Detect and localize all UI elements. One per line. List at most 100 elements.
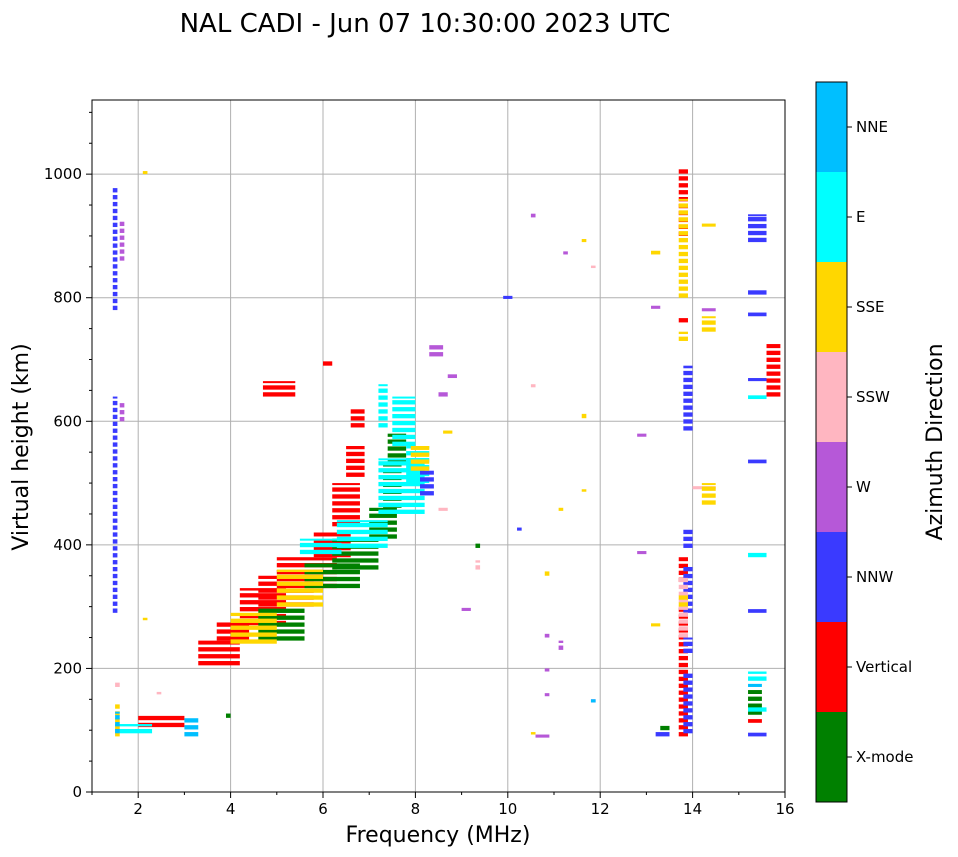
- data-point: [475, 543, 481, 548]
- data-point: [276, 574, 323, 579]
- data-point: [544, 693, 550, 697]
- data-point: [558, 640, 564, 643]
- data-point: [678, 293, 688, 298]
- series-ssw: [115, 265, 716, 695]
- data-point: [678, 563, 688, 569]
- data-point: [323, 361, 333, 366]
- data-point: [350, 423, 365, 428]
- data-point: [683, 529, 693, 535]
- data-point: [392, 441, 416, 446]
- series-nnw: [112, 188, 767, 737]
- data-point: [683, 637, 693, 640]
- data-point: [112, 195, 118, 200]
- data-point: [258, 622, 305, 627]
- data-point: [683, 608, 693, 613]
- data-point: [112, 421, 118, 426]
- data-point: [701, 500, 716, 505]
- data-point: [378, 468, 425, 473]
- colorbar-swatch: [816, 82, 847, 172]
- data-point: [239, 600, 287, 605]
- data-point: [420, 470, 434, 475]
- data-point: [332, 483, 360, 486]
- data-point: [112, 546, 118, 551]
- data-point: [112, 532, 118, 537]
- data-point: [112, 428, 118, 433]
- data-point: [112, 463, 118, 468]
- data-point: [119, 221, 125, 227]
- data-point: [678, 683, 688, 688]
- data-point: [678, 704, 688, 709]
- data-point: [115, 732, 120, 737]
- data-point: [678, 697, 688, 702]
- data-point: [683, 566, 693, 572]
- data-point: [683, 573, 693, 579]
- data-point: [748, 378, 767, 382]
- data-point: [332, 501, 360, 506]
- data-point: [216, 629, 250, 634]
- y-tick-label: 800: [53, 289, 82, 307]
- data-point: [216, 622, 250, 627]
- data-point: [230, 618, 277, 623]
- data-point: [678, 676, 688, 682]
- data-point: [748, 683, 762, 687]
- x-tick-label: 6: [318, 800, 328, 818]
- data-point: [683, 687, 693, 692]
- data-point: [115, 724, 153, 727]
- data-point: [678, 669, 688, 675]
- colorbar-swatch: [816, 172, 847, 262]
- data-point: [678, 244, 688, 250]
- data-point: [112, 396, 118, 399]
- data-point: [748, 230, 767, 236]
- data-point: [443, 430, 453, 434]
- plot-data: [112, 169, 781, 738]
- data-point: [683, 377, 693, 383]
- colorbar-swatch: [816, 352, 847, 442]
- y-tick-label: 0: [72, 783, 82, 801]
- data-point: [112, 580, 118, 586]
- data-point: [258, 629, 305, 634]
- data-point: [350, 409, 365, 414]
- data-point: [112, 201, 118, 207]
- data-point: [346, 472, 365, 477]
- data-point: [438, 392, 448, 397]
- y-axis: 0 200 400 600 800 1000: [44, 111, 92, 801]
- data-point: [112, 497, 118, 503]
- data-point: [678, 598, 688, 603]
- data-point: [112, 504, 118, 510]
- data-point: [276, 595, 323, 600]
- data-point: [230, 625, 277, 630]
- data-point: [410, 466, 430, 471]
- data-point: [637, 433, 647, 437]
- x-tick-label: 4: [226, 800, 236, 818]
- data-point: [766, 350, 781, 356]
- y-axis-label: Virtual height (km): [9, 343, 34, 550]
- data-point: [683, 708, 693, 713]
- x-tick-label: 8: [411, 800, 421, 818]
- data-point: [119, 249, 125, 254]
- data-point: [262, 392, 296, 397]
- data-point: [678, 662, 688, 668]
- data-point: [660, 725, 670, 731]
- data-point: [683, 722, 693, 727]
- data-point: [678, 224, 688, 229]
- data-point: [383, 464, 402, 467]
- data-point: [678, 584, 688, 590]
- data-point: [748, 459, 767, 464]
- colorbar-swatch: [816, 532, 847, 622]
- data-point: [369, 527, 397, 532]
- colorbar-label: NNW: [856, 568, 893, 586]
- data-point: [530, 384, 536, 388]
- data-point: [748, 703, 762, 708]
- data-point: [392, 413, 416, 419]
- data-point: [336, 529, 388, 535]
- data-point: [332, 508, 360, 513]
- data-point: [304, 583, 360, 589]
- data-point: [429, 345, 444, 350]
- data-point: [112, 435, 118, 440]
- data-point: [651, 250, 661, 255]
- data-point: [544, 668, 550, 672]
- data-point: [447, 374, 457, 379]
- data-point: [239, 593, 287, 598]
- data-point: [112, 518, 118, 523]
- data-point: [517, 527, 522, 531]
